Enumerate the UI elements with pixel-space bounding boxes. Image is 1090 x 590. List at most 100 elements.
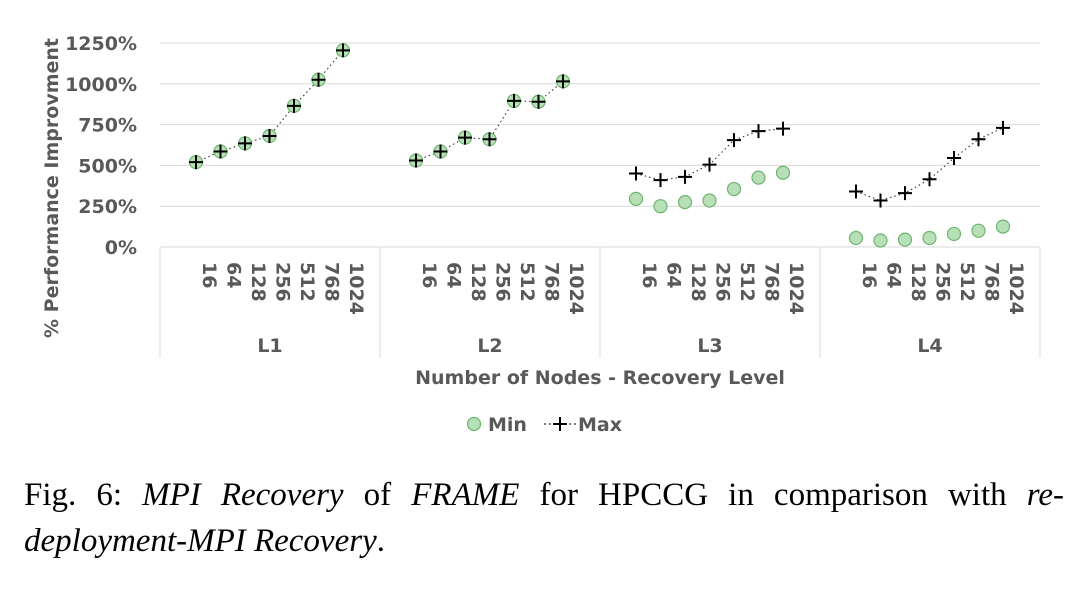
max-points	[189, 43, 1010, 208]
y-axis-label: % Performance Improvment	[41, 38, 63, 338]
x-tick-labels: 16 64 128 256 512 768 1024 16 64 128 256 512 768 1024…	[198, 262, 1027, 315]
x-tick-label: 1024	[565, 262, 587, 315]
max-point	[751, 124, 766, 139]
max-point	[189, 155, 203, 170]
y-gridlines	[160, 42, 1040, 248]
max-point	[922, 172, 937, 187]
caption-suffix: .	[376, 523, 385, 559]
y-tick-labels: 0% 250% 500% 750% 1000% 1250%	[65, 33, 137, 259]
max-point	[213, 144, 228, 159]
max-point	[433, 144, 448, 159]
min-point	[775, 165, 791, 180]
legend-max-label: Max	[578, 414, 622, 436]
max-point	[776, 121, 790, 136]
group-label-L1: L1	[257, 335, 282, 357]
x-tick-label: 16	[638, 262, 660, 288]
x-tick-label: 128	[467, 262, 489, 302]
x-tick-label: 768	[761, 262, 783, 302]
min-point	[971, 223, 986, 238]
legend-max-marker	[553, 417, 567, 431]
x-tick-label: 256	[712, 262, 734, 302]
x-axis-label: Number of Nodes - Recovery Level	[415, 367, 785, 389]
y-tick-label: 500%	[78, 155, 137, 177]
min-point	[995, 219, 1011, 234]
x-tick-label: 128	[907, 262, 929, 302]
x-tick-label: 16	[858, 262, 880, 288]
caption-prefix: Fig. 6:	[24, 477, 143, 513]
min-point	[653, 199, 668, 214]
max-point	[727, 133, 741, 148]
chart: 0%250%500%750%1000%1250% 16 64 128 256 512 76…	[41, 33, 1041, 436]
x-tick-label: 128	[247, 262, 269, 302]
category-axis-lines	[159, 247, 1041, 358]
x-tick-label: 256	[932, 262, 954, 302]
max-point	[702, 157, 717, 172]
x-tick-label: 64	[883, 262, 905, 288]
x-tick-label: 512	[296, 262, 318, 302]
caption-em-1: MPI Recovery	[142, 477, 344, 513]
x-tick-label: 16	[198, 262, 220, 288]
min-point	[922, 230, 937, 246]
group-labels: L1 L2 L3 L4	[257, 335, 942, 357]
min-point	[897, 232, 913, 247]
x-tick-label: 64	[223, 262, 245, 288]
group-label-L2: L2	[477, 335, 502, 357]
x-tick-label: 1024	[1005, 262, 1027, 315]
y-tick-label: 1250%	[65, 33, 137, 55]
legend: Min Max	[466, 414, 622, 436]
y-tick-label: 1000%	[65, 74, 137, 96]
max-point	[556, 74, 570, 89]
x-tick-label: 768	[541, 262, 563, 302]
x-tick-label: 256	[492, 262, 514, 302]
max-point	[287, 98, 301, 113]
x-tick-label: 128	[687, 262, 709, 302]
max-point	[873, 193, 888, 208]
max-point	[898, 186, 912, 201]
legend-min-marker	[466, 416, 482, 432]
x-tick-label: 64	[663, 262, 685, 288]
x-tick-label: 1024	[345, 262, 367, 315]
y-tick-label: 0%	[105, 237, 137, 259]
max-point	[409, 153, 423, 168]
group-label-L4: L4	[917, 335, 942, 357]
caption-em-3: re-deployment-MPI Recovery	[24, 477, 1064, 559]
legend-min-label: Min	[488, 414, 527, 436]
x-tick-label: 256	[272, 262, 294, 302]
max-point	[336, 43, 350, 58]
min-point	[751, 170, 766, 185]
caption-em-2: FRAME	[411, 477, 520, 513]
figure-caption: Fig. 6: MPI Recovery of FRAME for HPCCG …	[24, 472, 1064, 564]
max-point	[507, 93, 521, 108]
min-point	[873, 233, 888, 248]
min-point	[677, 195, 693, 210]
x-tick-label: 64	[443, 262, 465, 288]
min-point	[726, 181, 742, 197]
max-point	[311, 72, 326, 87]
min-series	[188, 43, 1011, 248]
max-point	[629, 166, 643, 181]
y-tick-label: 750%	[78, 115, 137, 137]
caption-mid-2: for HPCCG in comparison with	[519, 477, 1027, 513]
max-point	[531, 94, 546, 109]
max-point	[947, 151, 961, 166]
max-point	[262, 129, 277, 144]
x-tick-label: 768	[321, 262, 343, 302]
caption-mid-1: of	[343, 477, 412, 513]
max-point	[849, 184, 863, 199]
y-tick-label: 250%	[78, 196, 137, 218]
max-point	[653, 173, 668, 188]
x-tick-label: 512	[956, 262, 978, 302]
min-point	[848, 230, 864, 246]
max-point	[996, 120, 1010, 135]
group-label-L3: L3	[697, 335, 722, 357]
x-tick-label: 1024	[785, 262, 807, 315]
min-point	[702, 193, 717, 208]
x-tick-label: 512	[736, 262, 758, 302]
min-point	[628, 191, 644, 206]
max-point	[482, 132, 497, 147]
max-point	[971, 132, 986, 147]
x-tick-label: 16	[418, 262, 440, 288]
min-point	[946, 226, 962, 242]
x-tick-label: 768	[981, 262, 1003, 302]
max-point	[458, 130, 472, 145]
